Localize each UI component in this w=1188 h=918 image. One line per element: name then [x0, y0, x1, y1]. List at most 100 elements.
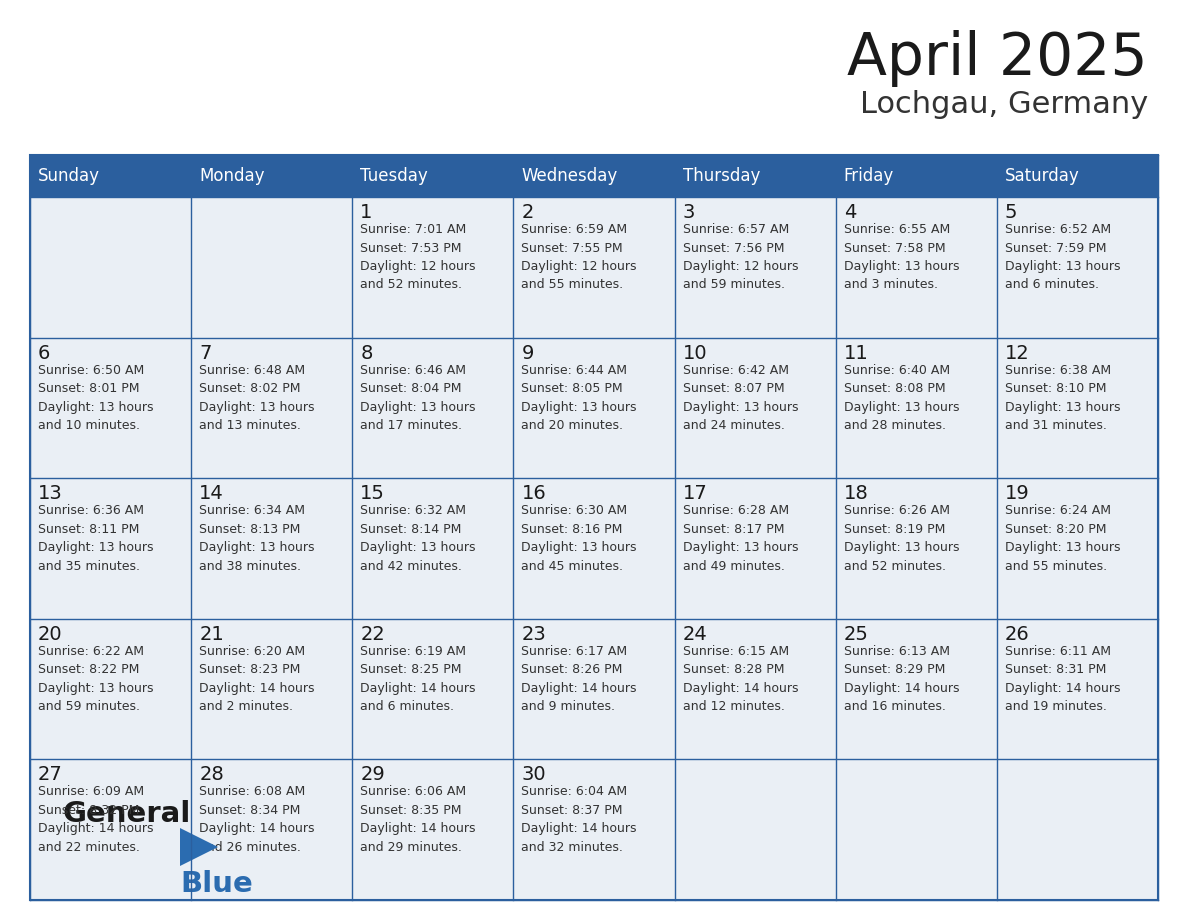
- Text: Sunrise: 6:32 AM
Sunset: 8:14 PM
Daylight: 13 hours
and 42 minutes.: Sunrise: 6:32 AM Sunset: 8:14 PM Dayligh…: [360, 504, 475, 573]
- Text: Sunrise: 6:34 AM
Sunset: 8:13 PM
Daylight: 13 hours
and 38 minutes.: Sunrise: 6:34 AM Sunset: 8:13 PM Dayligh…: [200, 504, 315, 573]
- Text: Sunrise: 6:44 AM
Sunset: 8:05 PM
Daylight: 13 hours
and 20 minutes.: Sunrise: 6:44 AM Sunset: 8:05 PM Dayligh…: [522, 364, 637, 432]
- Bar: [835, 155, 997, 197]
- Bar: [675, 478, 835, 619]
- Text: 16: 16: [522, 484, 546, 503]
- Text: 15: 15: [360, 484, 385, 503]
- Bar: [191, 197, 353, 338]
- Bar: [835, 478, 997, 619]
- Text: Friday: Friday: [843, 167, 893, 185]
- Bar: [30, 155, 191, 197]
- Text: 18: 18: [843, 484, 868, 503]
- Bar: [997, 478, 1158, 619]
- Bar: [675, 759, 835, 900]
- Text: 10: 10: [683, 343, 707, 363]
- Text: Sunrise: 6:13 AM
Sunset: 8:29 PM
Daylight: 14 hours
and 16 minutes.: Sunrise: 6:13 AM Sunset: 8:29 PM Dayligh…: [843, 644, 959, 713]
- Bar: [997, 759, 1158, 900]
- Text: Sunrise: 6:06 AM
Sunset: 8:35 PM
Daylight: 14 hours
and 29 minutes.: Sunrise: 6:06 AM Sunset: 8:35 PM Dayligh…: [360, 786, 475, 854]
- Bar: [353, 619, 513, 759]
- Text: Sunrise: 6:42 AM
Sunset: 8:07 PM
Daylight: 13 hours
and 24 minutes.: Sunrise: 6:42 AM Sunset: 8:07 PM Dayligh…: [683, 364, 798, 432]
- Text: Wednesday: Wednesday: [522, 167, 618, 185]
- Polygon shape: [181, 828, 219, 866]
- Text: Sunrise: 6:50 AM
Sunset: 8:01 PM
Daylight: 13 hours
and 10 minutes.: Sunrise: 6:50 AM Sunset: 8:01 PM Dayligh…: [38, 364, 153, 432]
- Text: Sunrise: 6:38 AM
Sunset: 8:10 PM
Daylight: 13 hours
and 31 minutes.: Sunrise: 6:38 AM Sunset: 8:10 PM Dayligh…: [1005, 364, 1120, 432]
- Text: Saturday: Saturday: [1005, 167, 1080, 185]
- Bar: [191, 155, 353, 197]
- Text: 28: 28: [200, 766, 223, 784]
- Text: Sunrise: 6:19 AM
Sunset: 8:25 PM
Daylight: 14 hours
and 6 minutes.: Sunrise: 6:19 AM Sunset: 8:25 PM Dayligh…: [360, 644, 475, 713]
- Text: Sunrise: 6:40 AM
Sunset: 8:08 PM
Daylight: 13 hours
and 28 minutes.: Sunrise: 6:40 AM Sunset: 8:08 PM Dayligh…: [843, 364, 959, 432]
- Text: Monday: Monday: [200, 167, 265, 185]
- Bar: [513, 759, 675, 900]
- Bar: [191, 759, 353, 900]
- Text: 22: 22: [360, 625, 385, 644]
- Bar: [513, 619, 675, 759]
- Bar: [30, 197, 191, 338]
- Bar: [997, 197, 1158, 338]
- Bar: [997, 155, 1158, 197]
- Text: April 2025: April 2025: [847, 30, 1148, 87]
- Text: Thursday: Thursday: [683, 167, 760, 185]
- Text: Sunrise: 6:20 AM
Sunset: 8:23 PM
Daylight: 14 hours
and 2 minutes.: Sunrise: 6:20 AM Sunset: 8:23 PM Dayligh…: [200, 644, 315, 713]
- Text: 2: 2: [522, 203, 533, 222]
- Bar: [30, 619, 191, 759]
- Text: 9: 9: [522, 343, 533, 363]
- Text: 27: 27: [38, 766, 63, 784]
- Bar: [191, 619, 353, 759]
- Text: Sunrise: 6:55 AM
Sunset: 7:58 PM
Daylight: 13 hours
and 3 minutes.: Sunrise: 6:55 AM Sunset: 7:58 PM Dayligh…: [843, 223, 959, 292]
- Bar: [675, 338, 835, 478]
- Bar: [675, 197, 835, 338]
- Bar: [835, 759, 997, 900]
- Bar: [353, 338, 513, 478]
- Bar: [835, 197, 997, 338]
- Text: 21: 21: [200, 625, 223, 644]
- Bar: [30, 338, 191, 478]
- Text: Sunrise: 6:36 AM
Sunset: 8:11 PM
Daylight: 13 hours
and 35 minutes.: Sunrise: 6:36 AM Sunset: 8:11 PM Dayligh…: [38, 504, 153, 573]
- Bar: [353, 155, 513, 197]
- Text: 1: 1: [360, 203, 373, 222]
- Text: Sunrise: 6:11 AM
Sunset: 8:31 PM
Daylight: 14 hours
and 19 minutes.: Sunrise: 6:11 AM Sunset: 8:31 PM Dayligh…: [1005, 644, 1120, 713]
- Bar: [675, 619, 835, 759]
- Text: 3: 3: [683, 203, 695, 222]
- Text: 4: 4: [843, 203, 857, 222]
- Text: Sunrise: 6:15 AM
Sunset: 8:28 PM
Daylight: 14 hours
and 12 minutes.: Sunrise: 6:15 AM Sunset: 8:28 PM Dayligh…: [683, 644, 798, 713]
- Text: Sunrise: 6:04 AM
Sunset: 8:37 PM
Daylight: 14 hours
and 32 minutes.: Sunrise: 6:04 AM Sunset: 8:37 PM Dayligh…: [522, 786, 637, 854]
- Bar: [30, 155, 1158, 900]
- Text: Sunrise: 7:01 AM
Sunset: 7:53 PM
Daylight: 12 hours
and 52 minutes.: Sunrise: 7:01 AM Sunset: 7:53 PM Dayligh…: [360, 223, 475, 292]
- Bar: [513, 197, 675, 338]
- Text: 8: 8: [360, 343, 373, 363]
- Text: Sunrise: 6:17 AM
Sunset: 8:26 PM
Daylight: 14 hours
and 9 minutes.: Sunrise: 6:17 AM Sunset: 8:26 PM Dayligh…: [522, 644, 637, 713]
- Text: Sunrise: 6:59 AM
Sunset: 7:55 PM
Daylight: 12 hours
and 55 minutes.: Sunrise: 6:59 AM Sunset: 7:55 PM Dayligh…: [522, 223, 637, 292]
- Text: 19: 19: [1005, 484, 1030, 503]
- Text: Sunrise: 6:24 AM
Sunset: 8:20 PM
Daylight: 13 hours
and 55 minutes.: Sunrise: 6:24 AM Sunset: 8:20 PM Dayligh…: [1005, 504, 1120, 573]
- Bar: [513, 338, 675, 478]
- Bar: [997, 338, 1158, 478]
- Text: Sunrise: 6:48 AM
Sunset: 8:02 PM
Daylight: 13 hours
and 13 minutes.: Sunrise: 6:48 AM Sunset: 8:02 PM Dayligh…: [200, 364, 315, 432]
- Text: 14: 14: [200, 484, 223, 503]
- Text: Sunrise: 6:28 AM
Sunset: 8:17 PM
Daylight: 13 hours
and 49 minutes.: Sunrise: 6:28 AM Sunset: 8:17 PM Dayligh…: [683, 504, 798, 573]
- Bar: [513, 478, 675, 619]
- Text: 23: 23: [522, 625, 546, 644]
- Text: 24: 24: [683, 625, 707, 644]
- Text: 26: 26: [1005, 625, 1030, 644]
- Text: 12: 12: [1005, 343, 1030, 363]
- Text: Tuesday: Tuesday: [360, 167, 428, 185]
- Bar: [513, 155, 675, 197]
- Text: 17: 17: [683, 484, 707, 503]
- Text: Sunrise: 6:26 AM
Sunset: 8:19 PM
Daylight: 13 hours
and 52 minutes.: Sunrise: 6:26 AM Sunset: 8:19 PM Dayligh…: [843, 504, 959, 573]
- Text: General: General: [62, 800, 190, 828]
- Bar: [191, 338, 353, 478]
- Bar: [835, 338, 997, 478]
- Bar: [353, 197, 513, 338]
- Bar: [835, 619, 997, 759]
- Bar: [353, 759, 513, 900]
- Bar: [30, 478, 191, 619]
- Text: 11: 11: [843, 343, 868, 363]
- Text: 6: 6: [38, 343, 50, 363]
- Text: 5: 5: [1005, 203, 1017, 222]
- Bar: [997, 619, 1158, 759]
- Text: 13: 13: [38, 484, 63, 503]
- Text: 20: 20: [38, 625, 63, 644]
- Text: Sunrise: 6:09 AM
Sunset: 8:32 PM
Daylight: 14 hours
and 22 minutes.: Sunrise: 6:09 AM Sunset: 8:32 PM Dayligh…: [38, 786, 153, 854]
- Bar: [675, 155, 835, 197]
- Text: Blue: Blue: [181, 870, 253, 898]
